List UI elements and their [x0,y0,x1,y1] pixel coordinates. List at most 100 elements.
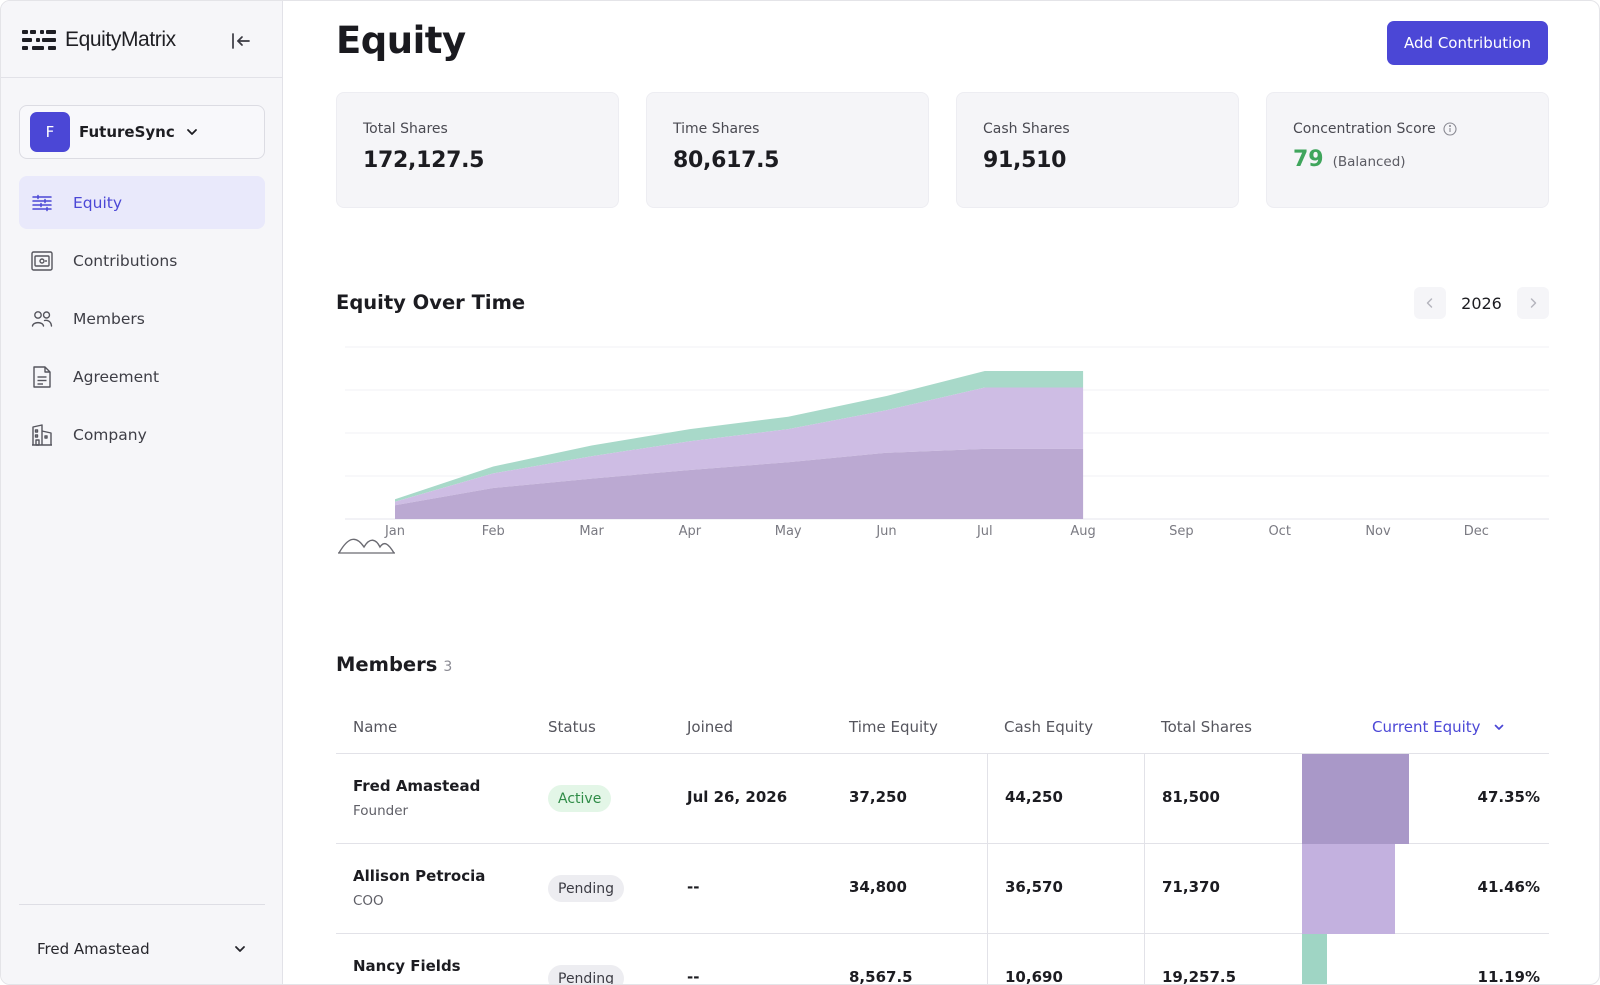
brand: EquityMatrix [21,25,176,55]
add-contribution-button[interactable]: Add Contribution [1387,21,1548,65]
sidebar-item-label: Equity [73,193,123,212]
sidebar-divider [19,904,265,905]
status-badge: Pending [548,875,624,902]
member-joined: Jul 26, 2026 [687,788,788,806]
member-total-shares: 81,500 [1162,788,1220,806]
sidebar: EquityMatrix F FutureSync Equity [1,1,283,984]
sidebar-divider [1,77,283,78]
contributions-icon [31,250,53,272]
stat-label: Cash Shares [983,121,1070,137]
table-header: Name Status Joined Time Equity Cash Equi… [336,701,1549,754]
sidebar-item-members[interactable]: Members [19,292,265,345]
chart-area-series-2 [395,387,1084,506]
chevron-left-icon [1426,298,1433,308]
member-name: Nancy Fields [353,957,461,975]
column-divider [987,844,988,934]
sidebar-item-label: Agreement [73,367,160,386]
column-header-total-shares[interactable]: Total Shares [1161,718,1252,736]
x-tick-label: Mar [579,524,604,539]
equity-bar [1302,844,1395,934]
sidebar-item-label: Contributions [73,251,178,270]
equity-bar [1302,934,1327,984]
member-name: Fred Amastead [353,777,481,795]
stat-card-total-shares: Total Shares 172,127.5 [336,92,619,208]
chevron-down-icon [235,946,245,952]
stat-label: Time Shares [673,121,760,137]
stat-value: 91,510 [983,148,1067,173]
members-title: Members [336,653,438,676]
member-current-equity: 11.19% [1477,968,1540,985]
concentration-score-tag: (Balanced) [1332,154,1406,170]
column-divider [987,754,988,844]
x-tick-label: May [775,524,802,539]
score-row: 79 (Balanced) [1293,147,1548,172]
chart-area-series-3 [395,371,1084,502]
member-cash-equity: 10,690 [1005,968,1063,985]
stat-card-time-shares: Time Shares 80,617.5 [646,92,929,208]
chart-area-series-1 [395,448,1084,519]
column-header-joined[interactable]: Joined [687,718,734,736]
x-tick-label: Jan [384,524,405,539]
column-divider [1144,934,1145,984]
user-menu[interactable]: Fred Amastead [19,931,265,967]
column-header-status[interactable]: Status [548,718,596,736]
x-tick-label: Aug [1070,524,1095,539]
sidebar-item-contributions[interactable]: Contributions [19,234,265,287]
members-icon [31,308,53,330]
x-tick-label: Nov [1365,524,1391,539]
user-name: Fred Amastead [37,940,150,958]
collapse-icon [232,33,250,49]
main-content: Equity Add Contribution Total Shares 172… [284,1,1599,985]
equity-over-time-chart: Jan Feb Mar Apr May Jun Jul Aug Sep Oct Nov Dec [338,346,1549,554]
table-row[interactable]: Fred Amastead Founder Active Jul 26, 202… [336,754,1549,844]
org-selector[interactable]: F FutureSync [19,105,265,159]
member-total-shares: 71,370 [1162,878,1220,896]
member-time-equity: 34,800 [849,878,907,896]
logo-icon [22,30,56,50]
column-header-current-equity[interactable]: Current Equity [1372,718,1505,736]
member-time-equity: 8,567.5 [849,968,913,985]
concentration-score-value: 79 [1293,147,1324,172]
member-joined: -- [687,878,700,896]
chart-section-title: Equity Over Time [336,291,526,314]
column-header-time-equity[interactable]: Time Equity [849,718,938,736]
stat-card-cash-shares: Cash Shares 91,510 [956,92,1239,208]
sidebar-item-label: Company [73,425,147,444]
info-icon[interactable] [1443,122,1457,136]
equity-bar [1302,754,1409,844]
members-section-title: Members 3 [336,653,452,676]
column-header-name[interactable]: Name [353,718,398,736]
collapse-sidebar-button[interactable] [229,29,253,53]
sidebar-nav: Equity Contributions Members Agreement [19,176,265,466]
next-year-button[interactable] [1517,287,1549,319]
equity-icon [31,192,53,214]
member-cash-equity: 44,250 [1005,788,1063,806]
sidebar-item-agreement[interactable]: Agreement [19,350,265,403]
member-current-equity: 41.46% [1477,878,1540,896]
x-tick-label: Sep [1169,524,1194,539]
x-tick-label: Jul [976,524,993,539]
x-tick-label: Jun [875,524,896,539]
column-header-cash-equity[interactable]: Cash Equity [1004,718,1094,736]
year-navigator: 2026 [1414,286,1549,320]
agreement-icon [31,365,53,388]
stat-value: 172,127.5 [363,148,485,173]
member-name: Allison Petrocia [353,867,486,885]
stat-value: 80,617.5 [673,148,780,173]
sidebar-item-equity[interactable]: Equity [19,176,265,229]
chevron-down-icon [186,129,197,135]
previous-year-button[interactable] [1414,287,1446,319]
sidebar-item-label: Members [73,309,145,328]
company-icon [31,423,53,446]
table-row[interactable]: Allison Petrocia COO Pending -- 34,800 3… [336,844,1549,934]
year-label: 2026 [1461,293,1502,313]
stat-label-row: Concentration Score [1293,121,1548,137]
table-row[interactable]: Nancy Fields Pending -- 8,567.5 10,690 1… [336,934,1549,985]
member-total-shares: 19,257.5 [1162,968,1237,985]
column-divider [987,934,988,984]
x-tick-label: Dec [1464,524,1489,539]
sidebar-item-company[interactable]: Company [19,408,265,461]
x-tick-label: Apr [679,524,702,539]
x-tick-label: Feb [482,524,505,539]
